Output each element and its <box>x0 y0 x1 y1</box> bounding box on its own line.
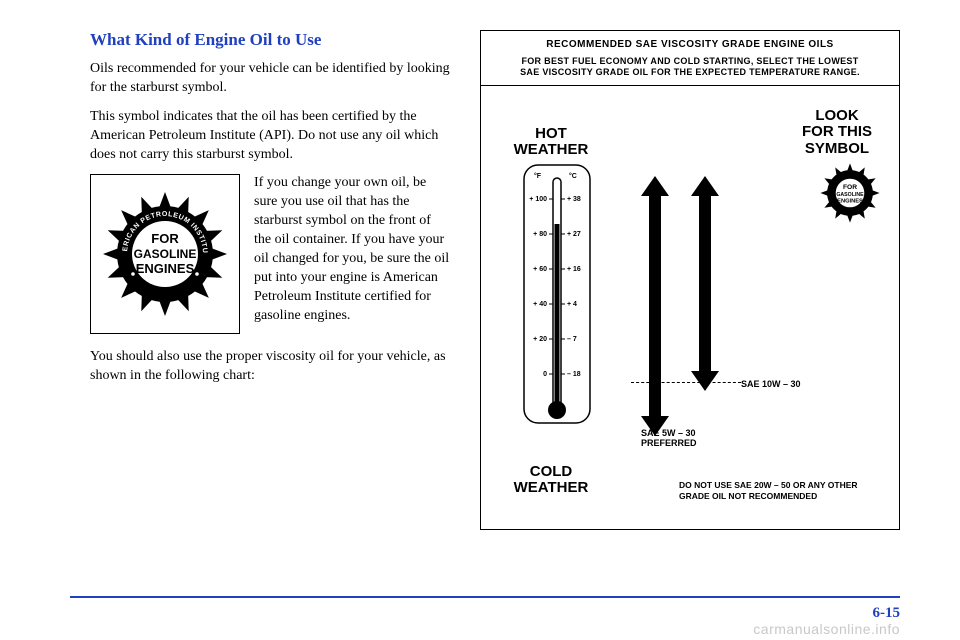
hot-weather-label: HOT WEATHER <box>511 126 591 159</box>
svg-text:°F: °F <box>534 172 542 180</box>
svg-text:+ 20: + 20 <box>533 336 547 343</box>
svg-text:ENGINES: ENGINES <box>136 261 195 276</box>
section-heading: What Kind of Engine Oil to Use <box>90 30 450 50</box>
svg-text:+ 80: + 80 <box>533 231 547 238</box>
footer-divider <box>70 596 900 598</box>
look-for-symbol-label: LOOK FOR THIS SYMBOL <box>797 108 877 158</box>
svg-text:+ 38: + 38 <box>567 196 581 203</box>
svg-text:GASOLINE: GASOLINE <box>134 247 197 261</box>
paragraph-3: You should also use the proper viscosity… <box>90 348 450 386</box>
svg-text:ENGINES: ENGINES <box>837 198 863 204</box>
svg-text:– 7: – 7 <box>567 336 577 343</box>
paragraph-1: Oils recommended for your vehicle can be… <box>90 60 450 98</box>
svg-text:+ 27: + 27 <box>567 231 581 238</box>
svg-text:+ 100: + 100 <box>529 196 547 203</box>
paragraph-2: This symbol indicates that the oil has b… <box>90 108 450 165</box>
dashed-line <box>631 382 741 383</box>
watermark: carmanualsonline.info <box>753 621 900 637</box>
svg-text:+ 16: + 16 <box>567 266 581 273</box>
temperature-arrow-10w30 <box>691 176 719 391</box>
sae-10w30-label: SAE 10W – 30 <box>741 379 801 389</box>
page-number: 6-15 <box>873 605 901 622</box>
cold-weather-label: COLD WEATHER <box>511 464 591 497</box>
sae-5w30-label: SAE 5W – 30 PREFERRED <box>641 428 697 450</box>
thermometer-icon: °F °C + 100 + 38 + 80 + 27 + 60 + 16 + 40 + 4 + … <box>523 164 591 464</box>
svg-text:FOR: FOR <box>151 231 179 246</box>
temperature-arrow-5w30 <box>641 176 669 456</box>
api-starburst-symbol: AMERICAN PETROLEUM INSTITUTE CERTIFIED F… <box>90 174 240 334</box>
starburst-icon: AMERICAN PETROLEUM INSTITUTE CERTIFIED F… <box>100 189 230 319</box>
svg-text:+ 60: + 60 <box>533 266 547 273</box>
symbol-description: If you change your own oil, be sure you … <box>254 174 450 334</box>
mini-starburst-icon: FOR GASOLINE ENGINES <box>819 162 881 224</box>
svg-text:°C: °C <box>569 172 577 180</box>
chart-title: RECOMMENDED SAE VISCOSITY GRADE ENGINE O… <box>481 31 899 54</box>
svg-text:GASOLINE: GASOLINE <box>836 191 864 197</box>
chart-footnote: DO NOT USE SAE 20W – 50 OR ANY OTHER GRA… <box>679 480 879 501</box>
svg-text:FOR: FOR <box>843 184 857 191</box>
viscosity-chart: RECOMMENDED SAE VISCOSITY GRADE ENGINE O… <box>480 30 900 530</box>
svg-text:+ 4: + 4 <box>567 301 577 308</box>
svg-text:0: 0 <box>543 371 547 378</box>
chart-subtitle: FOR BEST FUEL ECONOMY AND COLD STARTING,… <box>481 54 899 86</box>
svg-text:+ 40: + 40 <box>533 301 547 308</box>
svg-text:– 18: – 18 <box>567 371 581 378</box>
